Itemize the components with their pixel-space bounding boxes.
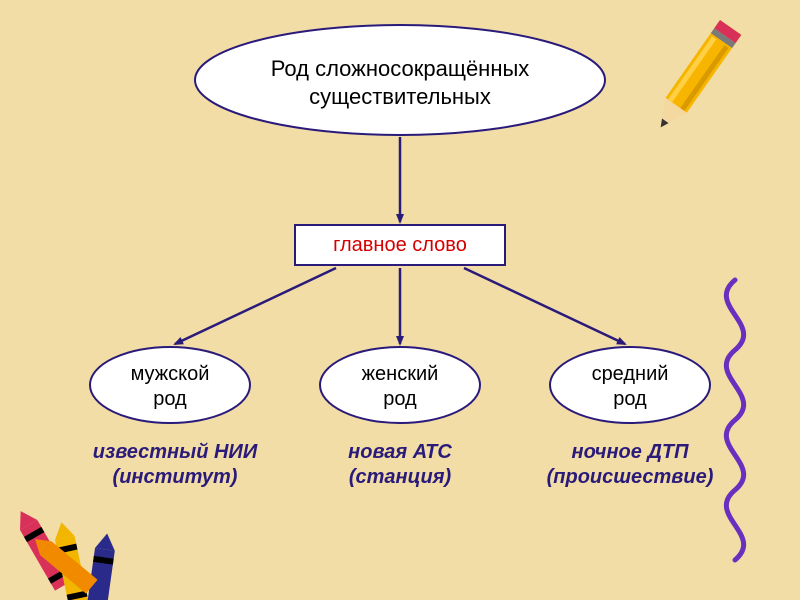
- pencil-icon: [650, 20, 741, 135]
- right-gender-text: средний род: [560, 362, 700, 412]
- example-center: новая АТС (станция): [310, 440, 490, 490]
- center-gender-line1: женский: [362, 363, 439, 385]
- right-gender-line1: средний: [592, 363, 669, 385]
- edge-middle-to-right: [464, 268, 625, 344]
- center-gender-text: женский род: [330, 362, 470, 412]
- title-line2: существительных: [309, 84, 491, 109]
- left-gender-line1: мужской: [131, 363, 210, 385]
- example-center-line2: (станция): [349, 466, 451, 488]
- example-left-line2: (институт): [113, 466, 238, 488]
- squiggle-icon: [726, 280, 743, 560]
- example-right-line1: ночное ДТП: [572, 441, 689, 463]
- example-right-line2: (происшествие): [547, 466, 714, 488]
- edge-middle-to-left: [175, 268, 336, 344]
- right-gender-line2: род: [613, 388, 646, 410]
- title-line1: Род сложносокращённых: [271, 56, 530, 81]
- title-text: Род сложносокращённых существительных: [220, 55, 580, 110]
- example-right: ночное ДТП (происшествие): [520, 440, 740, 490]
- example-left-line1: известный НИИ: [93, 441, 257, 463]
- left-gender-line2: род: [153, 388, 186, 410]
- left-gender-text: мужской род: [100, 362, 240, 412]
- center-gender-line2: род: [383, 388, 416, 410]
- example-center-line1: новая АТС: [348, 441, 452, 463]
- crayons-icon: [12, 506, 117, 600]
- middle-label: главное слово: [295, 233, 505, 258]
- example-left: известный НИИ (институт): [75, 440, 275, 490]
